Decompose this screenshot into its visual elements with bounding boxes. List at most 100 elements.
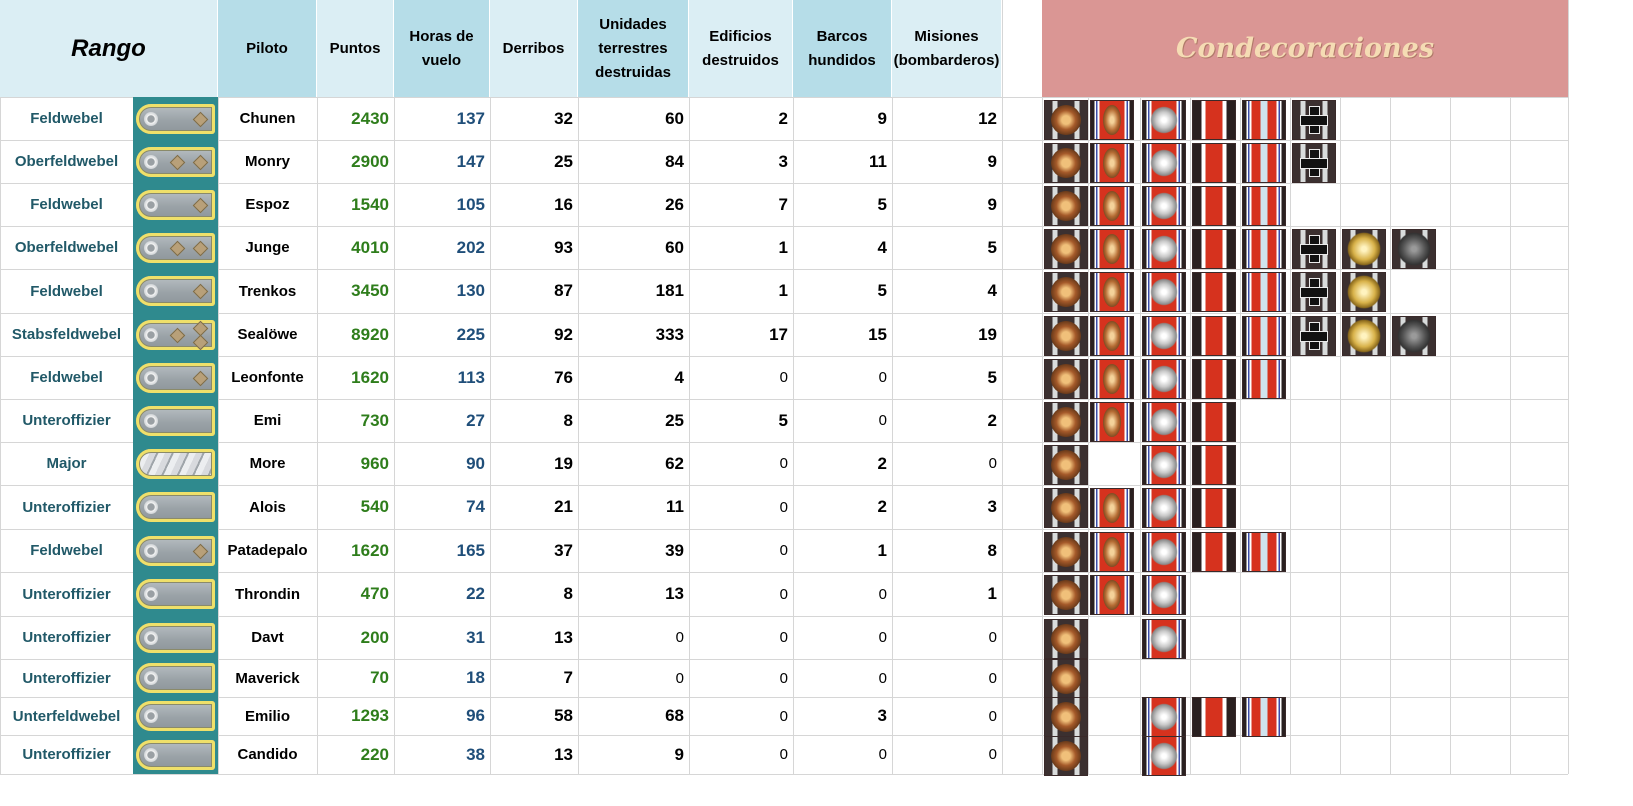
grid-hline xyxy=(0,572,1568,573)
stat-hours: 74 xyxy=(466,497,485,516)
medal-ribbon-eagle-icon xyxy=(1044,228,1088,269)
stat-hours: 225 xyxy=(456,324,485,344)
medal-ribbon-eagle-icon xyxy=(1044,697,1088,737)
stat-points: 540 xyxy=(360,497,389,516)
grid-hline xyxy=(0,269,1568,270)
grid-vline xyxy=(793,0,794,774)
medal-ribbon-wing-icon xyxy=(1142,575,1186,615)
medal-ribbon-cross-icon xyxy=(1292,142,1336,183)
grid-vline xyxy=(0,0,1,774)
wing-emblem-icon xyxy=(1148,622,1180,655)
medal-ribbon-wing-icon xyxy=(1142,228,1186,269)
stat-points: 8920 xyxy=(351,324,389,344)
shoulder-strap-icon xyxy=(136,103,215,134)
stat-points: 730 xyxy=(360,410,389,430)
medal-ribbon-eagle-icon xyxy=(1044,315,1088,356)
stat-ships: 3 xyxy=(877,706,887,725)
stat-kills: 25 xyxy=(554,151,573,171)
stat-ships: 0 xyxy=(878,585,887,603)
eagle-emblem-icon xyxy=(1051,190,1081,221)
strap-button-icon xyxy=(144,240,158,255)
stat-ground: 4 xyxy=(674,367,684,387)
medal-ribbon-pilot-icon xyxy=(1090,358,1134,399)
stat-buildings: 0 xyxy=(779,369,788,386)
medal-ribbon-red-icon xyxy=(1192,358,1236,399)
grid-hline xyxy=(0,226,1568,227)
stat-buildings: 1 xyxy=(778,237,788,257)
strap-button-icon xyxy=(144,671,158,685)
stat-points: 4010 xyxy=(351,237,389,257)
strap-button-icon xyxy=(144,413,158,428)
column-header-unidades[interactable]: Unidades terrestres destruidas xyxy=(578,0,689,97)
medal-ribbon-pilot-icon xyxy=(1090,531,1134,572)
column-header-edificios[interactable]: Edificios destruidos xyxy=(689,0,793,97)
medal-ribbon-oak-icon xyxy=(1342,228,1386,269)
medal-ribbon-eagle-icon xyxy=(1044,618,1088,659)
stat-buildings: 0 xyxy=(779,455,788,472)
medal-ribbon-eagle-icon xyxy=(1044,488,1088,528)
shoulder-strap-icon xyxy=(136,319,215,350)
grid-vline xyxy=(689,0,690,774)
column-header-derribos[interactable]: Derribos xyxy=(490,0,578,97)
medal-ribbon-red-icon xyxy=(1192,99,1236,140)
medal-ribbon-bar-icon xyxy=(1242,228,1286,269)
stat-missions: 12 xyxy=(978,108,997,128)
medal-ribbon-oakd-icon xyxy=(1392,315,1436,356)
rank-label: Major xyxy=(46,455,87,472)
rank-label: Unteroffizier xyxy=(22,585,111,603)
rank-label: Unteroffizier xyxy=(22,629,111,646)
rank-label: Feldwebel xyxy=(30,282,103,300)
stat-hours: 202 xyxy=(456,237,485,257)
strap-button-icon xyxy=(144,284,158,298)
column-header-rango[interactable]: Rango xyxy=(0,0,218,97)
medal-ribbon-eagle-icon xyxy=(1044,99,1088,140)
shoulder-strap-icon xyxy=(136,232,215,263)
grid-hline xyxy=(0,399,1568,400)
grid-hline xyxy=(0,659,1568,660)
column-header-puntos[interactable]: Puntos xyxy=(317,0,394,97)
eagle-emblem-icon xyxy=(1051,740,1081,771)
medal-ribbon-cross-icon xyxy=(1292,272,1336,312)
medal-ribbon-pilot-icon xyxy=(1090,185,1134,226)
grid-hline xyxy=(0,697,1568,698)
stat-hours: 113 xyxy=(457,367,485,387)
stat-missions: 0 xyxy=(988,707,997,725)
medal-ribbon-bar-icon xyxy=(1242,531,1286,572)
shoulder-strap-icon xyxy=(136,448,215,479)
wing-emblem-icon xyxy=(1148,492,1180,524)
medal-ribbon-red-icon xyxy=(1192,401,1236,442)
wing-emblem-icon xyxy=(1148,319,1180,352)
rank-pip-icon xyxy=(192,111,209,127)
oak-emblem-icon xyxy=(1347,275,1381,309)
grid-vline xyxy=(1190,0,1191,774)
stat-kills: 13 xyxy=(554,744,573,764)
medal-ribbon-wing-icon xyxy=(1142,315,1186,356)
stat-points: 70 xyxy=(370,668,389,687)
rank-label: Stabsfeldwebel xyxy=(11,326,122,343)
column-header-piloto[interactable]: Piloto xyxy=(218,0,317,97)
medal-ribbon-wing-icon xyxy=(1142,444,1186,485)
stat-kills: 7 xyxy=(563,668,573,687)
medal-ribbon-wing-icon xyxy=(1142,735,1186,776)
stat-missions: 9 xyxy=(987,194,997,214)
stat-missions: 4 xyxy=(987,281,997,300)
column-header-horas[interactable]: Horas de vuelo xyxy=(394,0,490,97)
wing-emblem-icon xyxy=(1148,535,1180,568)
stat-ships: 4 xyxy=(877,237,887,257)
decorations-header[interactable]: Condecoraciones xyxy=(1042,0,1568,97)
stat-ground: 9 xyxy=(674,744,684,764)
column-header-barcos[interactable]: Barcos hundidos xyxy=(793,0,892,97)
stat-ground: 68 xyxy=(665,706,684,725)
grid-hline xyxy=(0,140,1568,141)
eagle-emblem-icon xyxy=(1051,277,1081,307)
rank-pip-icon xyxy=(169,240,186,256)
stat-points: 220 xyxy=(360,744,389,764)
stat-points: 470 xyxy=(360,584,389,603)
rank-label: Unterfeldwebel xyxy=(12,707,121,725)
medal-ribbon-pilot-icon xyxy=(1090,99,1134,140)
stat-buildings: 1 xyxy=(778,281,788,300)
column-header-misiones[interactable]: Misiones (bombarderos) xyxy=(892,0,1002,97)
stat-missions: 0 xyxy=(988,746,997,763)
grid-hline xyxy=(0,774,1568,775)
stat-points: 200 xyxy=(360,627,389,647)
